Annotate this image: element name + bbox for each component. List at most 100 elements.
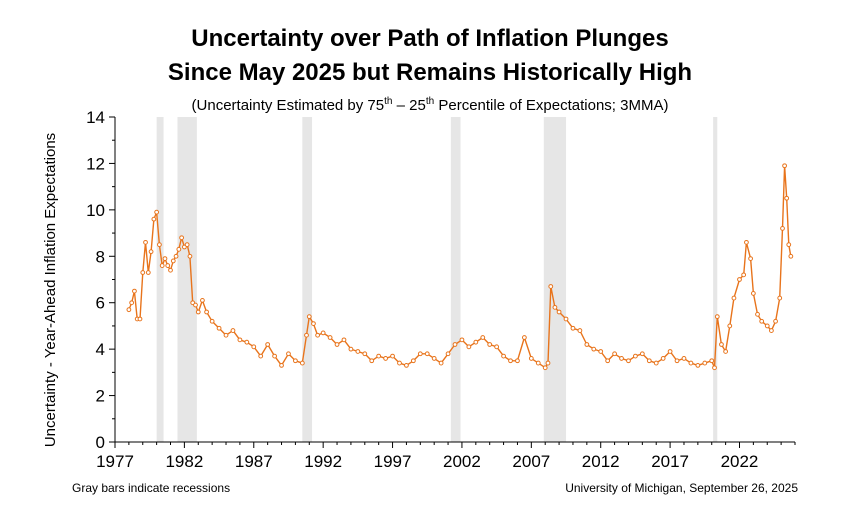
data-point	[556, 309, 562, 315]
recession-bar-2	[302, 117, 313, 442]
data-point	[258, 353, 264, 359]
data-point	[272, 353, 277, 359]
data-point	[334, 342, 340, 347]
recession-bar-0	[156, 117, 164, 442]
data-point	[639, 351, 645, 357]
data-point	[584, 342, 590, 347]
data-point	[731, 295, 737, 301]
data-point	[216, 325, 222, 331]
series-layer	[126, 163, 794, 371]
data-point	[528, 356, 534, 361]
subtitle-close: Percentile of Expectations; 3MMA)	[434, 97, 669, 114]
data-point	[168, 267, 173, 273]
data-point	[727, 323, 733, 329]
data-point	[140, 270, 146, 275]
data-point	[750, 291, 756, 296]
x-tick-label-2022: 2022	[721, 452, 759, 471]
data-point	[619, 356, 624, 361]
data-point	[719, 342, 724, 347]
x-tick-label-2002: 2002	[443, 452, 481, 471]
data-point	[755, 311, 760, 317]
recession-bar-1	[177, 117, 197, 442]
x-tick-label-1992: 1992	[304, 452, 342, 471]
data-point	[376, 353, 382, 359]
recession-bar-5	[713, 117, 718, 442]
data-point	[184, 242, 190, 248]
data-point	[741, 272, 747, 278]
data-point	[299, 360, 305, 366]
footer-note: Gray bars indicate recessions	[72, 481, 231, 495]
data-point	[667, 349, 673, 354]
y-tick-label-12: 12	[86, 154, 105, 173]
data-point	[773, 318, 778, 324]
data-point	[702, 360, 708, 366]
data-point	[487, 342, 493, 347]
data-point	[563, 316, 569, 322]
x-tick-label-1982: 1982	[165, 452, 203, 471]
data-point	[508, 358, 513, 364]
data-point	[304, 332, 309, 338]
y-tick-label-4: 4	[96, 340, 105, 359]
chart-title-line-1: Uncertainty over Path of Inflation Plung…	[191, 25, 669, 52]
data-point	[209, 318, 215, 324]
data-point	[545, 360, 551, 366]
data-point	[410, 358, 416, 364]
data-point	[445, 351, 451, 357]
data-point	[311, 321, 316, 327]
y-tick-label-2: 2	[96, 387, 105, 406]
data-point	[132, 288, 137, 294]
data-point	[179, 235, 185, 241]
data-point	[473, 339, 479, 345]
y-tick-label-10: 10	[86, 201, 105, 220]
y-tick-label-6: 6	[96, 294, 105, 313]
data-point	[591, 346, 597, 352]
data-point	[612, 351, 617, 357]
data-point	[306, 314, 312, 320]
data-point	[148, 249, 154, 255]
data-point	[362, 351, 368, 357]
data-point	[501, 353, 506, 359]
data-point	[424, 351, 430, 357]
data-point	[151, 216, 157, 222]
data-point	[417, 351, 423, 357]
data-point	[237, 337, 243, 343]
data-point	[714, 314, 720, 320]
data-point	[157, 242, 162, 248]
data-point	[293, 358, 298, 364]
data-point	[223, 332, 229, 338]
data-point	[143, 239, 148, 245]
data-point	[535, 360, 541, 366]
data-point	[605, 358, 611, 364]
data-point	[480, 335, 486, 340]
data-point	[230, 328, 236, 333]
x-tick-label-2007: 2007	[512, 452, 550, 471]
chart-title-line-2: Since May 2025 but Remains Historically …	[167, 59, 693, 86]
y-tick-label-14: 14	[86, 108, 105, 127]
x-tick-label-1987: 1987	[235, 452, 273, 471]
data-point	[162, 256, 168, 262]
footer-source: University of Michigan, September 26, 20…	[565, 481, 798, 495]
data-point	[780, 226, 785, 231]
data-point	[570, 325, 576, 331]
data-point	[187, 253, 193, 259]
data-point	[769, 328, 774, 333]
y-tick-label-0: 0	[96, 433, 105, 452]
data-point	[548, 284, 554, 289]
data-point	[515, 358, 520, 364]
data-point	[737, 277, 742, 282]
data-point	[327, 335, 333, 340]
x-tick-label-1977: 1977	[96, 452, 134, 471]
subtitle-mid: – 25	[392, 97, 426, 114]
data-point	[688, 360, 694, 366]
tick-labels: 0 2 4 6 8 10 12 14 1977 1982 1987 1992 1997 2002 2007 2…	[86, 108, 758, 471]
data-point	[390, 353, 395, 359]
data-point	[712, 365, 717, 371]
data-point	[383, 356, 389, 361]
data-point	[695, 362, 701, 368]
data-point	[626, 358, 631, 364]
data-point	[782, 163, 787, 169]
data-point	[279, 362, 284, 368]
data-point	[154, 209, 160, 215]
data-point	[452, 342, 458, 347]
data-point	[251, 344, 257, 350]
